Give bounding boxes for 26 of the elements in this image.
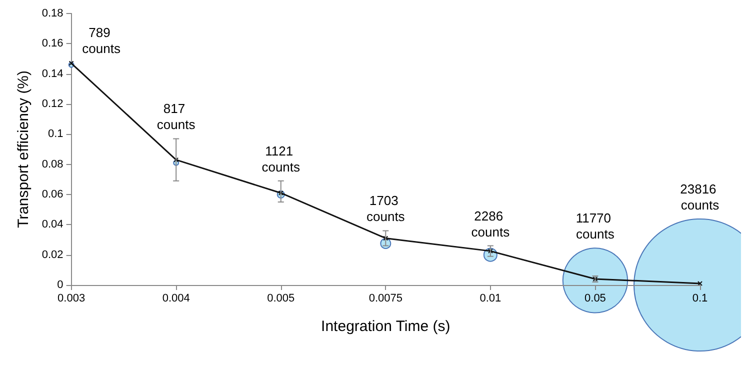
- annotation: 1121 counts: [262, 143, 301, 174]
- x-tick-label: 0.0075: [368, 292, 402, 304]
- y-tick-label: 0.04: [42, 218, 64, 231]
- x-tick-label: 0.005: [267, 292, 295, 304]
- y-tick-label: 0.02: [42, 248, 64, 261]
- annotation: 789 counts: [82, 24, 121, 56]
- x-tick-label: 0.05: [584, 292, 606, 304]
- x-tick-label: 0.003: [58, 292, 86, 304]
- x-tick-label: 0.1: [692, 292, 708, 304]
- annotation: 817 counts: [156, 101, 196, 132]
- x-axis-title: Integration Time (s): [321, 318, 450, 335]
- y-axis-title: Transport efficiency (%): [15, 70, 32, 228]
- annotation: 2286 counts: [471, 208, 510, 240]
- y-tick-label: 0.06: [42, 188, 64, 200]
- y-tick-label: 0.12: [42, 98, 64, 110]
- y-tick-label: 0.08: [42, 158, 64, 170]
- y-tick-label: 0.1: [48, 128, 64, 140]
- y-tick-label: 0.16: [42, 38, 64, 50]
- annotation: 11770 counts: [576, 210, 615, 242]
- x-tick-label: 0.004: [162, 292, 190, 304]
- annotation: 23816 counts: [680, 182, 720, 212]
- y-tick-label: 0: [57, 279, 64, 291]
- y-tick-label: 0.14: [42, 68, 64, 80]
- y-tick-label: 0.18: [42, 8, 64, 20]
- x-tick-label: 0.01: [480, 292, 502, 304]
- annotation: 1703 counts: [366, 193, 406, 224]
